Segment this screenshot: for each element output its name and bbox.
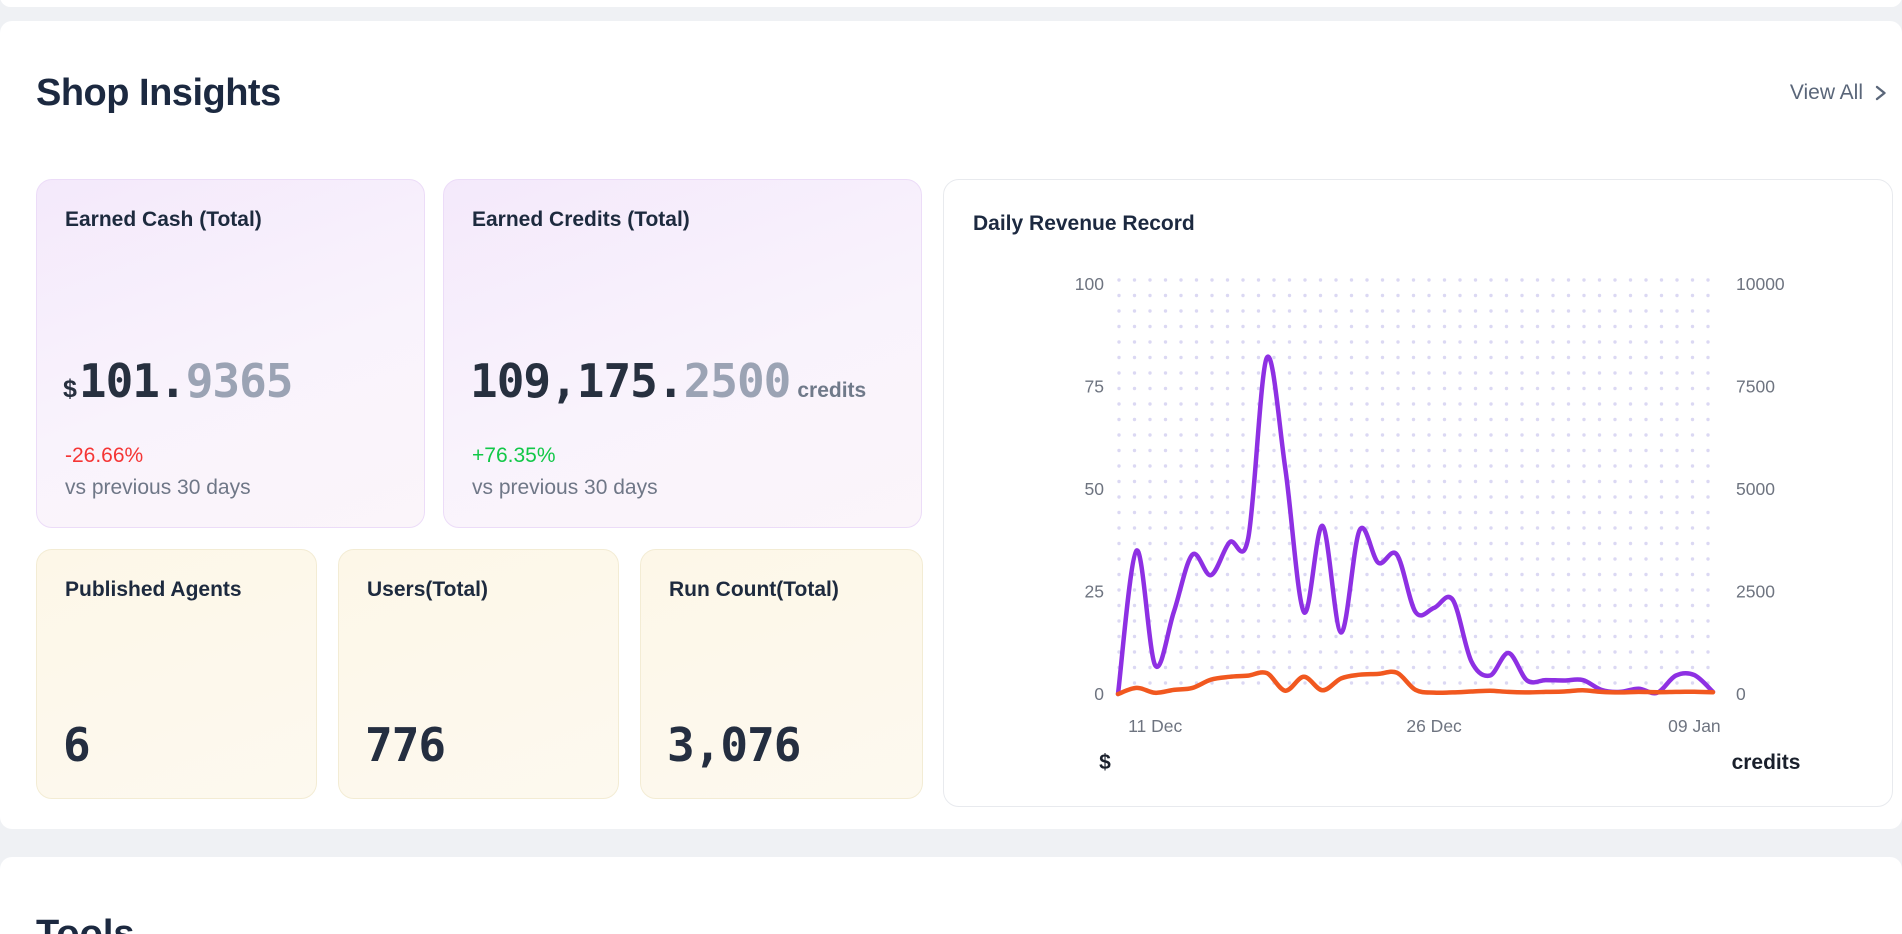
published-agents-card: Published Agents 6 [36, 549, 317, 799]
earned-cash-frac: 9365 [185, 354, 294, 408]
earned-credits-frac: 2500 [683, 354, 792, 408]
published-agents-value: 6 [63, 718, 91, 772]
svg-text:7500: 7500 [1736, 377, 1775, 397]
daily-revenue-card: Daily Revenue Record 0 25 50 75 100 0 2500 5000… [943, 179, 1893, 807]
svg-text:0: 0 [1094, 684, 1104, 704]
published-agents-label: Published Agents [65, 578, 242, 601]
svg-text:11 Dec: 11 Dec [1128, 716, 1182, 736]
currency-symbol: $ [63, 375, 77, 403]
tools-panel: Tools [0, 857, 1902, 934]
svg-text:25: 25 [1085, 582, 1104, 602]
svg-text:$: $ [1099, 751, 1111, 774]
svg-text:26 Dec: 26 Dec [1406, 716, 1462, 736]
earned-credits-int: 109,175. [470, 354, 685, 408]
earned-credits-compare: vs previous 30 days [472, 476, 658, 499]
earned-cash-label: Earned Cash (Total) [65, 208, 262, 231]
view-all-link[interactable]: View All [1790, 81, 1888, 105]
earned-cash-card: Earned Cash (Total) $101. 9365 -26.66% vs… [36, 179, 425, 528]
users-total-card: Users(Total) 776 [338, 549, 619, 799]
section-header: Shop Insights View All [36, 69, 1888, 117]
chevron-right-icon [1873, 84, 1888, 102]
run-count-card: Run Count(Total) 3,076 [640, 549, 923, 799]
svg-text:5000: 5000 [1736, 479, 1775, 499]
page-title: Shop Insights [36, 71, 281, 114]
svg-text:100: 100 [1075, 274, 1104, 294]
run-count-value: 3,076 [667, 718, 801, 772]
earned-credits-label: Earned Credits (Total) [472, 208, 690, 231]
run-count-label: Run Count(Total) [669, 578, 839, 601]
earned-credits-value: 109,175. 2500 credits [470, 354, 866, 408]
users-total-value: 776 [365, 718, 446, 772]
earned-credits-card: Earned Credits (Total) 109,175. 2500 credi… [443, 179, 922, 528]
svg-text:0: 0 [1736, 684, 1746, 704]
earned-cash-value: $101. 9365 [63, 354, 294, 408]
view-all-label: View All [1789, 81, 1863, 104]
earned-cash-compare: vs previous 30 days [65, 476, 251, 499]
svg-text:09 Jan: 09 Jan [1668, 716, 1721, 736]
users-total-label: Users(Total) [367, 578, 488, 601]
svg-text:2500: 2500 [1736, 582, 1775, 602]
shop-insights-panel: Shop Insights View All Earned Cash (Tota… [0, 21, 1902, 829]
chart-title: Daily Revenue Record [973, 212, 1195, 235]
svg-text:credits: credits [1732, 751, 1801, 774]
previous-panel-edge [0, 0, 1902, 7]
daily-revenue-chart: 0 25 50 75 100 0 2500 5000 7500 10000 11 Dec 26 Dec… [1075, 274, 1801, 774]
svg-text:75: 75 [1085, 377, 1104, 397]
svg-text:50: 50 [1085, 479, 1105, 499]
earned-credits-delta: +76.35% [472, 444, 556, 467]
svg-text:10000: 10000 [1736, 274, 1785, 294]
tools-title: Tools [36, 913, 135, 934]
earned-cash-int: 101. [78, 354, 187, 408]
earned-credits-unit: credits [797, 379, 867, 402]
earned-cash-delta: -26.66% [65, 444, 144, 467]
